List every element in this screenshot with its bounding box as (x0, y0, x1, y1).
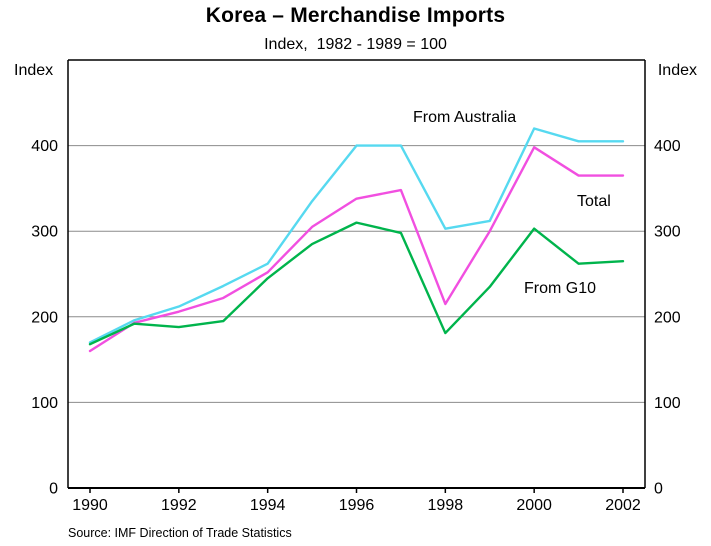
axes (67, 59, 646, 489)
x-tick-label-1990: 1990 (72, 497, 108, 514)
series-label-total: Total (577, 193, 611, 210)
x-tick-label-2000: 2000 (516, 497, 552, 514)
series-line-from-g10 (88, 221, 625, 346)
series-line-total (88, 146, 625, 353)
chart-title: Korea – Merchandise Imports (205, 4, 506, 27)
x-axis-ticks (89, 488, 624, 493)
y-tick-label-right-0: 0 (654, 481, 663, 498)
series-label-from-g10: From G10 (524, 280, 596, 297)
source-note: Source: IMF Direction of Trade Statistic… (68, 526, 292, 540)
y-tick-label-right-300: 300 (654, 224, 681, 241)
y-axis-labels-left: 0 100 200 300 400 (31, 138, 58, 497)
series-label-from-australia: From Australia (413, 109, 516, 126)
x-tick-label-1992: 1992 (161, 497, 197, 514)
y-tick-label-left-200: 200 (31, 309, 58, 326)
y-tick-label-right-100: 100 (654, 395, 681, 412)
x-tick-label-2002: 2002 (605, 497, 641, 514)
series-line-from-australia (88, 127, 625, 344)
x-tick-label-1996: 1996 (339, 497, 375, 514)
y-tick-label-right-400: 400 (654, 138, 681, 155)
right-axis-unit-label: Index (657, 62, 697, 79)
y-tick-label-left-100: 100 (31, 395, 58, 412)
left-axis-unit-label: Index (14, 62, 54, 79)
y-tick-label-right-200: 200 (654, 309, 681, 326)
x-tick-label-1994: 1994 (250, 497, 286, 514)
y-tick-label-left-0: 0 (49, 481, 58, 498)
x-axis-labels: 1990 1992 1994 1996 1998 2000 2002 (72, 497, 641, 514)
y-axis-labels-right: 0 100 200 300 400 (654, 138, 681, 497)
chart-subtitle: Index, 1982 - 1989 = 100 (264, 36, 447, 53)
y-tick-label-left-300: 300 (31, 224, 58, 241)
x-tick-label-1998: 1998 (428, 497, 464, 514)
gridlines (68, 145, 645, 403)
y-tick-label-left-400: 400 (31, 138, 58, 155)
series-lines (88, 127, 625, 353)
